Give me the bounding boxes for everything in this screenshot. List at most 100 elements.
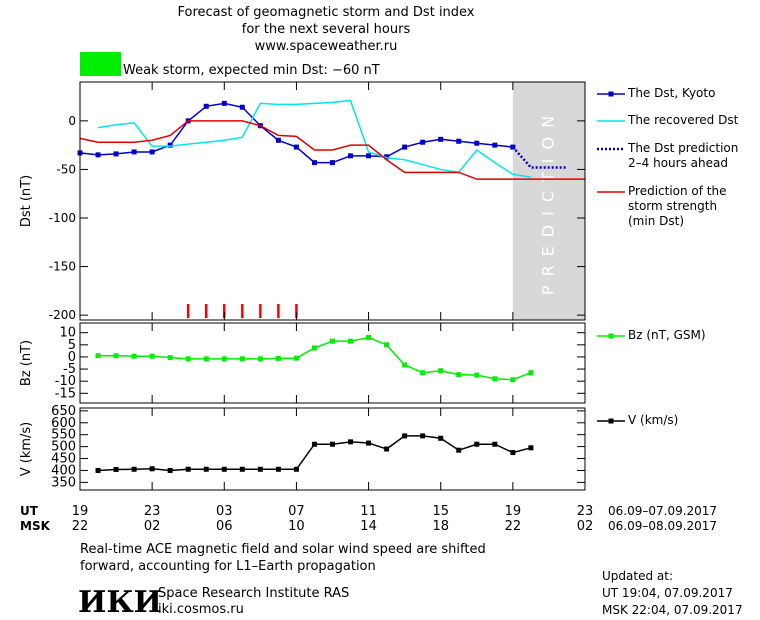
point bbox=[185, 356, 191, 362]
series-line bbox=[79, 102, 513, 164]
x-tick-label: 10 bbox=[288, 519, 305, 534]
point bbox=[293, 466, 299, 472]
x-tick-label: 07 bbox=[288, 504, 305, 519]
point bbox=[203, 356, 209, 362]
x-tick-label: 15 bbox=[432, 504, 449, 519]
point bbox=[348, 439, 354, 445]
x-tick-label: 19 bbox=[72, 504, 89, 519]
point bbox=[402, 362, 408, 368]
series-line bbox=[79, 120, 585, 180]
y-tick-label: 550 bbox=[51, 428, 76, 443]
y-tick-label: -200 bbox=[49, 308, 76, 322]
point bbox=[528, 370, 534, 376]
point bbox=[492, 142, 498, 148]
point bbox=[474, 441, 480, 447]
point bbox=[348, 153, 354, 159]
y-tick-label: 0 bbox=[68, 350, 76, 365]
prediction-label: PREDICTION bbox=[538, 107, 557, 295]
point bbox=[420, 433, 426, 439]
point bbox=[456, 372, 462, 378]
x-tick-label: 23 bbox=[144, 504, 161, 519]
source: www.spaceweather.ru bbox=[255, 39, 398, 54]
series-line bbox=[98, 336, 532, 381]
note: forward, accounting for L1–Earth propaga… bbox=[80, 559, 376, 574]
y-tick-label: 10 bbox=[59, 326, 76, 341]
y-tick-label: 350 bbox=[51, 475, 76, 490]
prediction-region bbox=[512, 82, 585, 320]
x-tick-label: 23 bbox=[577, 504, 594, 519]
y-tick-label: 0 bbox=[68, 114, 76, 128]
point bbox=[384, 446, 390, 452]
msk-range: 06.09–08.09.2017 bbox=[608, 519, 717, 533]
point bbox=[384, 154, 390, 160]
point bbox=[113, 467, 119, 472]
point bbox=[275, 137, 281, 143]
legend-label: The recovered Dst bbox=[628, 113, 739, 127]
series-line bbox=[511, 146, 567, 169]
legend-marker bbox=[608, 418, 614, 424]
legend-label: Bz (nT, GSM) bbox=[628, 328, 706, 342]
y-tick-label: -5 bbox=[63, 362, 76, 377]
point bbox=[149, 466, 155, 472]
plot-frame bbox=[79, 407, 586, 491]
institute: Space Research Institute RAS bbox=[158, 586, 349, 601]
point bbox=[510, 377, 516, 383]
point bbox=[275, 466, 281, 472]
legend-label: The Dst, Kyoto bbox=[628, 86, 716, 100]
y-tick-label: 650 bbox=[51, 404, 76, 419]
plot-frame bbox=[79, 322, 586, 404]
point bbox=[131, 353, 137, 359]
y-tick-label: -150 bbox=[49, 260, 76, 274]
y-tick-label: 500 bbox=[51, 440, 76, 455]
logo: ИКИ bbox=[78, 585, 162, 620]
point bbox=[95, 152, 101, 158]
point bbox=[366, 153, 372, 159]
point bbox=[185, 466, 191, 472]
point bbox=[221, 466, 227, 472]
point bbox=[293, 355, 299, 361]
point bbox=[474, 140, 480, 146]
x-tick-label: 02 bbox=[577, 519, 594, 534]
x-tick-label: 11 bbox=[360, 504, 377, 519]
point bbox=[239, 104, 245, 110]
y-axis-label: V (km/s) bbox=[19, 422, 34, 477]
x-tick-label: 22 bbox=[505, 519, 522, 534]
x-tick-label: 18 bbox=[432, 519, 449, 534]
point bbox=[366, 335, 372, 341]
legend-label: Prediction of the storm strength (min Ds… bbox=[628, 184, 727, 228]
legend-marker bbox=[608, 91, 614, 97]
point bbox=[239, 356, 245, 362]
series-line bbox=[97, 435, 532, 472]
legend-marker bbox=[608, 333, 614, 339]
updated: MSK 22:04, 07.09.2017 bbox=[602, 603, 743, 617]
x-tick-label: 14 bbox=[360, 519, 377, 534]
x-tick-label: 02 bbox=[144, 519, 161, 534]
point bbox=[438, 136, 444, 142]
y-tick-label: -50 bbox=[56, 162, 76, 176]
x-tick-label: 22 bbox=[72, 519, 89, 534]
x-tick-label: 06 bbox=[216, 519, 233, 534]
point bbox=[257, 466, 263, 472]
point bbox=[420, 139, 426, 145]
y-tick-label: -15 bbox=[55, 386, 76, 401]
point bbox=[492, 376, 498, 382]
msk-label: MSK bbox=[20, 519, 51, 533]
point bbox=[456, 138, 462, 144]
storm-label: Weak storm, expected min Dst: −60 nT bbox=[123, 63, 380, 78]
point bbox=[149, 149, 155, 155]
y-axis-label: Dst (nT) bbox=[19, 175, 34, 227]
x-tick-label: 19 bbox=[505, 504, 522, 519]
point bbox=[330, 441, 335, 447]
point bbox=[311, 441, 317, 447]
y-tick-label: 600 bbox=[51, 416, 76, 431]
point bbox=[348, 338, 354, 344]
updated: Updated at: bbox=[602, 569, 673, 583]
y-tick-label: -10 bbox=[55, 374, 76, 389]
updated: UT 19:04, 07.09.2017 bbox=[602, 586, 733, 600]
point bbox=[95, 353, 101, 359]
point bbox=[366, 440, 372, 446]
series-line bbox=[97, 99, 532, 178]
point bbox=[311, 345, 317, 351]
